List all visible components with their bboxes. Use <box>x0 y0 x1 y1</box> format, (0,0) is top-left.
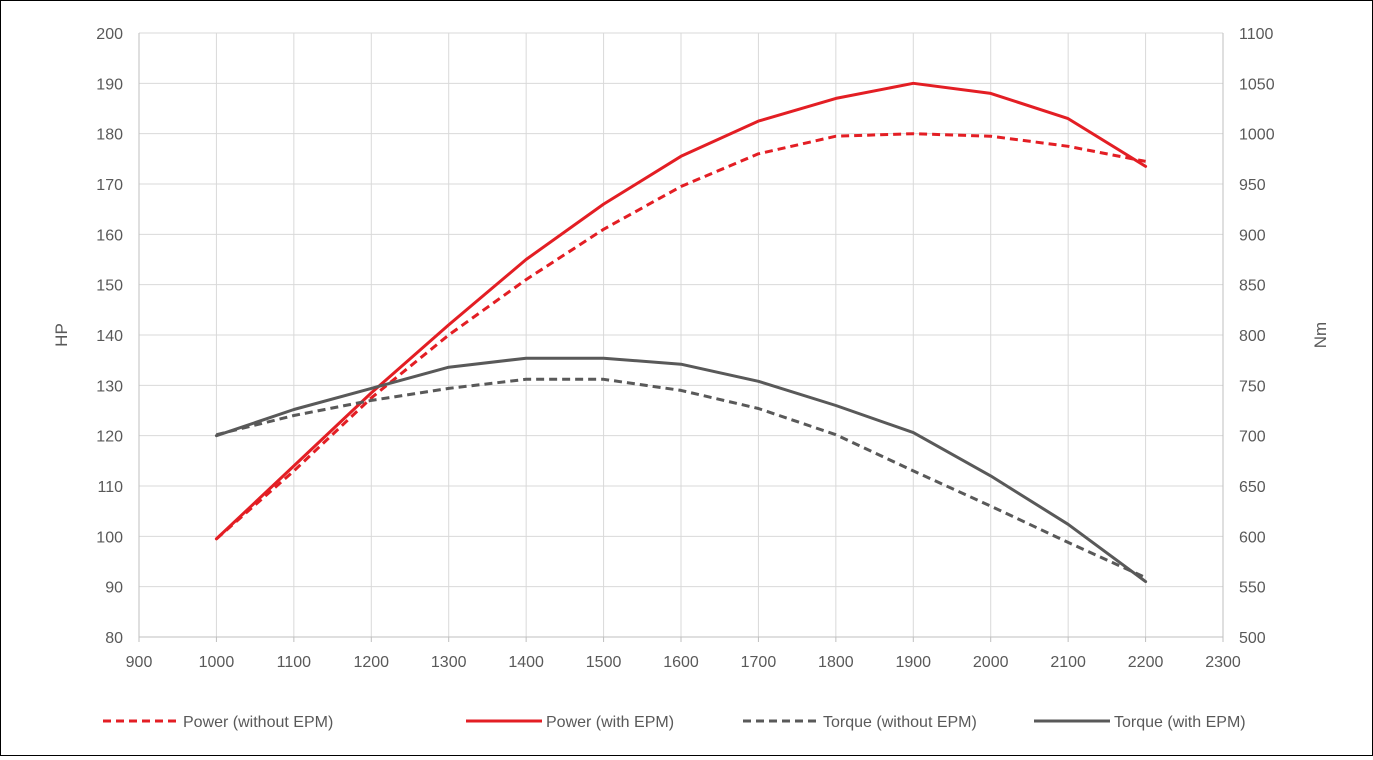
x-tick-label: 1800 <box>818 654 854 671</box>
series-line-2 <box>214 81 1148 541</box>
x-tick-label: 1100 <box>277 654 312 671</box>
y-right-tick-label: 1100 <box>1239 26 1274 43</box>
y-right-tick-label: 800 <box>1239 328 1266 345</box>
y-right-tick-label: 900 <box>1239 227 1266 244</box>
y-left-axis-title: HP <box>52 323 71 347</box>
legend-label: Torque (with EPM) <box>1114 714 1246 731</box>
x-tick-label: 1200 <box>353 654 389 671</box>
y-right-tick-label: 1050 <box>1239 76 1275 93</box>
y-left-tick-label: 130 <box>96 378 123 395</box>
y-right-tick-label: 600 <box>1239 529 1266 546</box>
legend-label: Torque (without EPM) <box>823 714 977 731</box>
x-tick-label: 1000 <box>199 654 235 671</box>
y-left-tick-label: 190 <box>96 76 123 93</box>
legend-label: Power (with EPM) <box>546 714 674 731</box>
y-right-tick-label: 500 <box>1239 630 1266 647</box>
y-right-axis-title: Nm <box>1311 322 1330 348</box>
y-left-tick-label: 80 <box>105 630 123 647</box>
y-left-tick-label: 150 <box>96 278 123 295</box>
x-tick-label: 1500 <box>586 654 622 671</box>
series-line-3 <box>216 377 1147 579</box>
series-line-4 <box>214 356 1148 584</box>
y-left-tick-label: 170 <box>96 177 123 194</box>
series-lines <box>214 81 1148 584</box>
x-tick-label: 1300 <box>431 654 467 671</box>
y-left-tick-label: 160 <box>96 227 123 244</box>
x-tick-label: 900 <box>126 654 153 671</box>
x-tick-label: 2200 <box>1128 654 1164 671</box>
legend: Power (without EPM) Power (with EPM) Torqu… <box>103 714 1246 731</box>
y-left-tick-label: 140 <box>96 328 123 345</box>
series-line-1 <box>215 132 1146 541</box>
y-left-tick-label: 100 <box>96 529 123 546</box>
x-tick-label: 2100 <box>1050 654 1086 671</box>
x-tick-label: 1600 <box>663 654 699 671</box>
x-tick-label: 2300 <box>1205 654 1241 671</box>
axes <box>138 33 1224 642</box>
gridlines <box>138 32 1224 638</box>
x-tick-label: 1900 <box>895 654 931 671</box>
y-right-tick-label: 750 <box>1239 378 1266 395</box>
legend-label: Power (without EPM) <box>183 714 333 731</box>
y-left-tick-label: 110 <box>97 479 123 496</box>
x-tick-label: 2000 <box>973 654 1009 671</box>
y-left-tick-label: 90 <box>105 580 123 597</box>
y-right-tick-label: 1000 <box>1239 127 1275 144</box>
x-tick-label: 1700 <box>741 654 777 671</box>
x-tick-label: 1400 <box>508 654 544 671</box>
y-right-tick-label: 550 <box>1239 580 1266 597</box>
y-right-tick-label: 850 <box>1239 278 1266 295</box>
y-right-tick-label: 650 <box>1239 479 1266 496</box>
y-left-tick-label: 200 <box>96 26 123 43</box>
y-left-tick-label: 120 <box>96 429 123 446</box>
y-right-tick-label: 700 <box>1239 429 1266 446</box>
tick-labels: 80 90 100 110 120 130 140 150 160 170 180 190 200 900… <box>96 26 1274 671</box>
y-right-tick-label: 950 <box>1239 177 1266 194</box>
y-left-tick-label: 180 <box>96 127 123 144</box>
